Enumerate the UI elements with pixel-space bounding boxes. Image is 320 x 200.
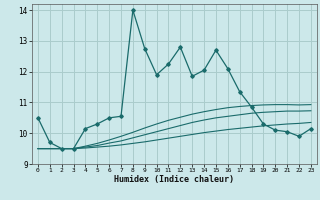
X-axis label: Humidex (Indice chaleur): Humidex (Indice chaleur): [115, 175, 234, 184]
